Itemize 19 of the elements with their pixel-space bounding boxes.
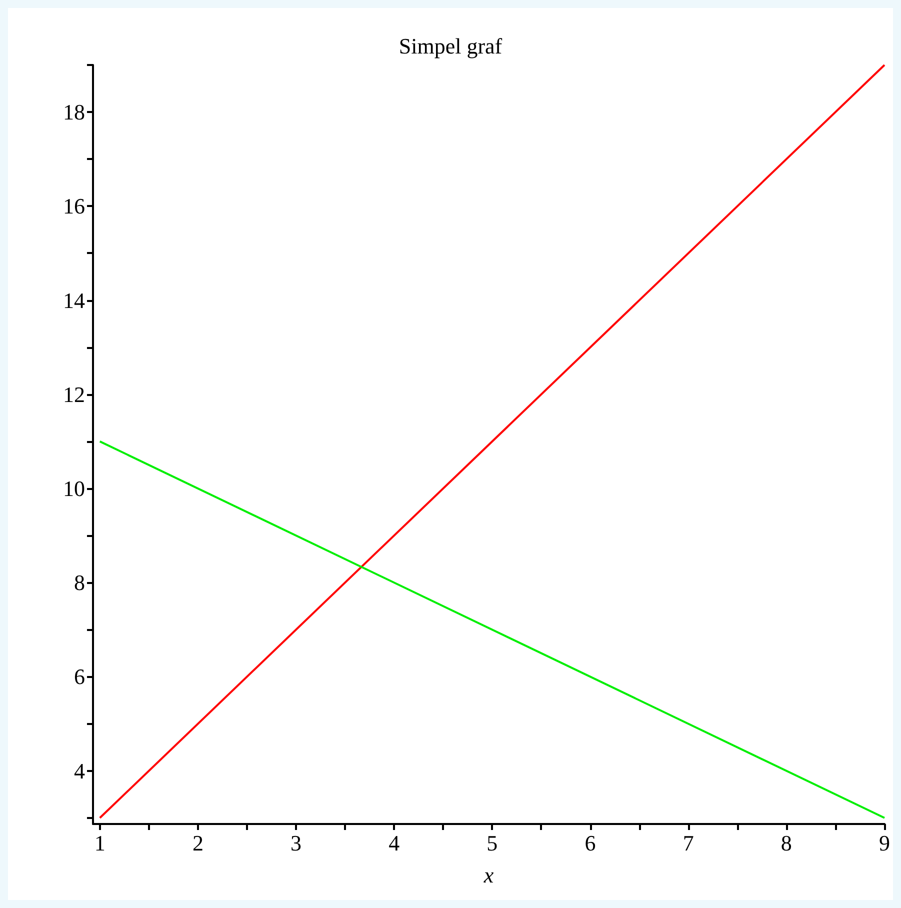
x-tick-label: 9 xyxy=(879,830,890,856)
x-tick-label: 3 xyxy=(290,830,302,856)
x-tick-label: 5 xyxy=(486,830,498,856)
y-tick-label: 10 xyxy=(63,476,85,501)
y-tick-label: 18 xyxy=(63,100,85,125)
y-tick-label: 16 xyxy=(63,194,85,219)
y-tick-label: 6 xyxy=(74,664,85,690)
chart-title: Simpel graf xyxy=(398,34,503,58)
x-tick-label: 8 xyxy=(780,830,792,856)
y-tick-label: 4 xyxy=(74,758,85,784)
x-tick-label: 6 xyxy=(584,830,596,856)
x-tick-label: 1 xyxy=(94,830,106,856)
y-tick-label: 12 xyxy=(63,382,85,407)
x-tick-label: 2 xyxy=(192,830,204,856)
y-tick-label: 8 xyxy=(74,570,85,596)
x-axis-title: x xyxy=(482,862,494,888)
y-tick-label: 14 xyxy=(63,288,85,313)
x-tick-label: 4 xyxy=(388,830,400,856)
x-tick-label: 7 xyxy=(682,830,694,856)
